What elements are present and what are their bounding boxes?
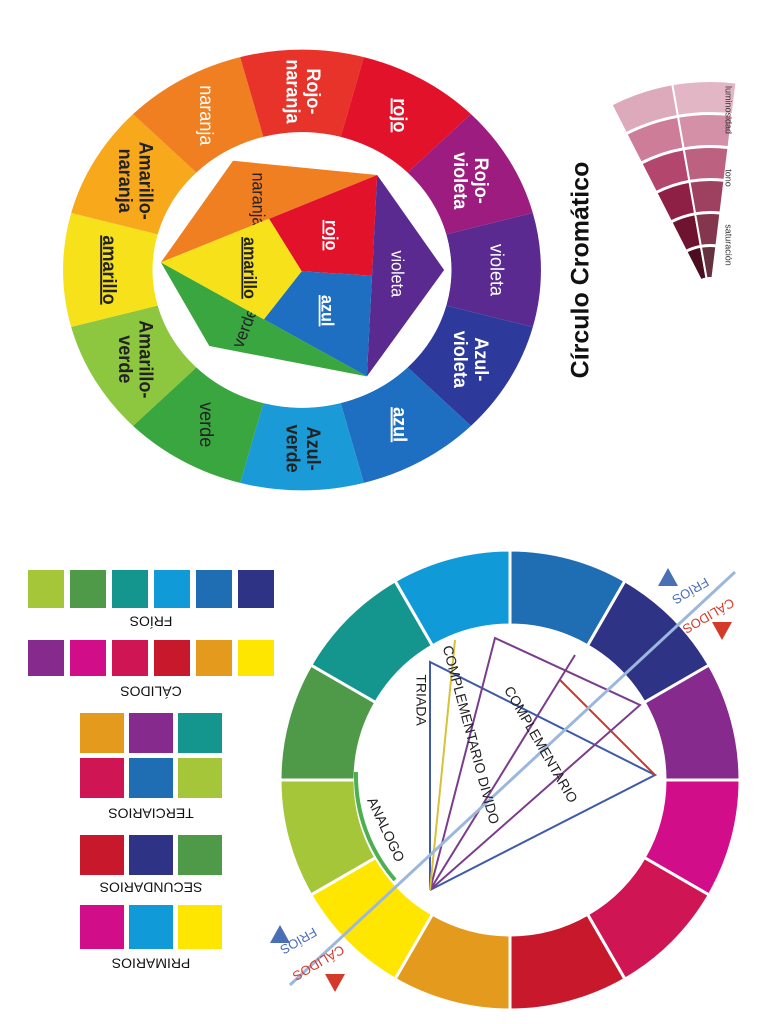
temperature-arrow [325,974,345,992]
segment-label: azul [389,407,411,442]
segment-label: Rojo- [471,158,493,204]
segment-label: verde [115,335,137,383]
scheme-line [429,636,642,891]
fan-band [682,146,730,182]
wheel-segment [133,367,264,483]
swatch [196,570,232,608]
wheel-segment [71,114,197,235]
swatch-group-label: SECUNDARIOS [100,879,203,895]
swatch-group-label: TERCIARIOS [108,805,194,821]
inner-label: rojo [321,220,341,250]
fan-label: saturación [724,224,734,266]
analog-arc [353,771,397,882]
wheel-segment [446,212,541,328]
fan-band [671,80,738,117]
wheel-segment [340,57,471,173]
fan-label: tono [724,169,734,187]
inner-triangle [269,175,378,276]
inner-triangle [366,175,445,377]
scheme-line [559,679,656,776]
inner-triangle [263,271,373,377]
segment-label: verde [282,425,304,473]
swatch [112,640,148,676]
temperature-arrow [712,622,732,640]
swatch [80,835,124,875]
swatch [112,570,148,608]
title: Círculo Cromático [567,162,595,379]
inner-label: naranja [248,172,268,226]
inner-triangle [160,262,367,377]
scheme-line [429,639,456,891]
wheel-segment [133,57,264,173]
scheme-line [429,654,576,891]
segment-label: naranja [196,85,218,146]
bottom-wheel [278,548,742,1012]
segment-label: Azul- [303,427,325,471]
temperature-arrow [658,568,678,586]
swatch [129,758,173,798]
segment-label: Amarillo- [135,320,157,398]
wheel-segment [392,912,512,1012]
wheel-segment [63,212,158,328]
segment-label: Azul- [471,337,493,381]
inner-label: amarillo [240,237,260,299]
wheel-segment [71,305,197,426]
segment-label: amarillo [99,235,121,304]
temperature-arrow [270,925,290,943]
swatch [70,640,106,676]
segment-label: violeta [486,244,508,297]
swatch [80,758,124,798]
temperature-axis [288,570,737,987]
wheel-segment [407,305,533,426]
swatch [238,570,274,608]
wheel-segment [340,367,471,483]
scheme-label: COMPLEMENTARIO DIVIDO [440,644,503,826]
value-fan [610,80,738,282]
inner-label: violeta [387,250,407,297]
wheel-segment [407,114,533,235]
segment-label: rojo [389,98,411,132]
wheel-segment [240,49,364,137]
fan-band [688,179,726,215]
segment-label: verde [196,402,218,447]
swatch [154,640,190,676]
segment-label: violeta [450,331,472,389]
segment-label: naranja [115,149,137,214]
segment-label: Amarillo- [135,142,157,220]
swatch-group-label: FRÍOS [130,613,173,629]
inner-triangle [160,218,302,320]
swatch [196,640,232,676]
swatch-group-label: PRIMARIOS [112,955,191,971]
inner-label: azul [317,295,337,326]
swatch [238,640,274,676]
swatch [28,570,64,608]
swatch [178,835,222,875]
swatch [129,905,173,949]
swatch-group-label: CÁLIDOS [120,683,181,699]
fan-band [694,212,722,247]
swatch [28,640,64,676]
temperature-label: FRÍOS [669,574,711,607]
swatch [70,570,106,608]
scheme-line [429,660,658,891]
segment-label: naranja [282,59,304,124]
scheme-label: TRIADA [413,674,429,726]
swatch [129,835,173,875]
fan-label: luminosidad [724,86,734,134]
wheel-segment [240,403,364,491]
swatch [129,713,173,753]
segment-label: Rojo- [303,68,325,114]
segment-label: violeta [450,152,472,210]
swatch [178,713,222,753]
swatch [80,905,124,949]
scheme-label: COMPLEMENTARIO [501,683,581,805]
swatch [178,905,222,949]
swatch [178,758,222,798]
swatch [80,713,124,753]
swatch [154,570,190,608]
